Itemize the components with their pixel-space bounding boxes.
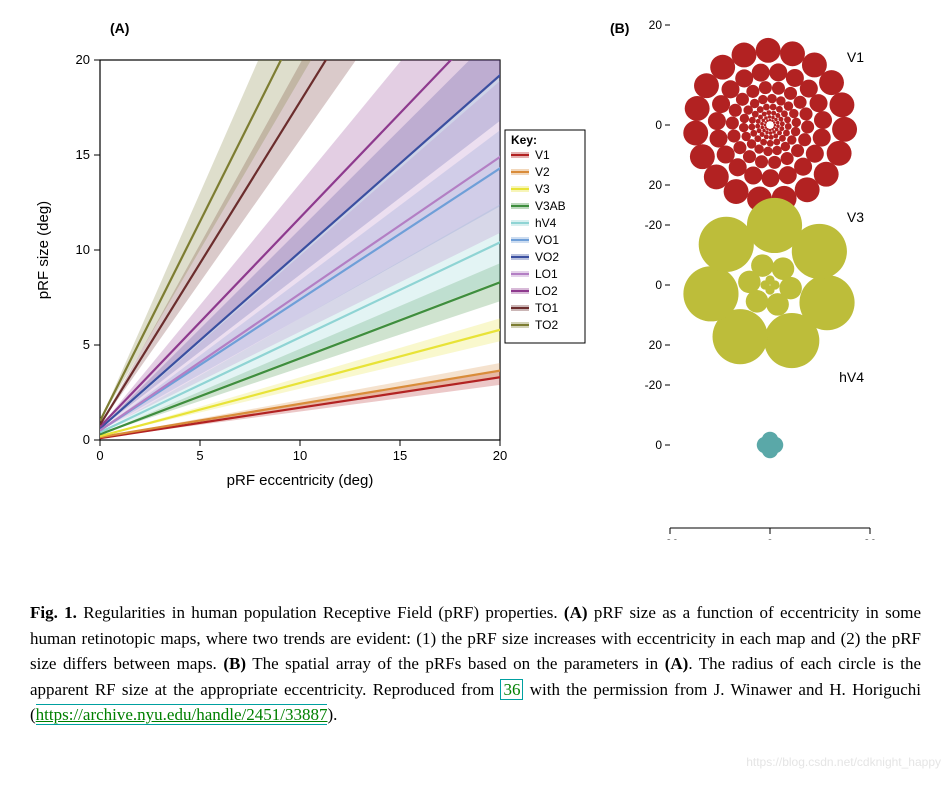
svg-text:0: 0: [655, 118, 662, 132]
svg-text:0: 0: [83, 432, 90, 447]
svg-text:-20: -20: [645, 378, 663, 392]
svg-text:V2: V2: [535, 165, 550, 179]
source-url-link[interactable]: https://archive.nyu.edu/handle/2451/3388…: [36, 704, 328, 725]
svg-text:20: 20: [649, 338, 663, 352]
svg-text:0: 0: [655, 278, 662, 292]
svg-text:20: 20: [863, 537, 877, 540]
prf-size-vs-eccentricity-chart: 0 5 10 15 20 0 5 10 15 20 pRF eccentricity (deg) pR…: [30, 20, 590, 500]
svg-text:15: 15: [393, 448, 407, 463]
panel-b-label: (B): [610, 20, 629, 36]
svg-text:0: 0: [767, 537, 774, 540]
svg-text:hV4: hV4: [839, 369, 864, 385]
prf-spatial-array-panels: -20020V1-20020V3-20020hV4-20020(deg): [600, 20, 920, 540]
svg-text:VO1: VO1: [535, 233, 559, 247]
watermark-text: https://blog.csdn.net/cdknight_happy: [746, 755, 941, 769]
svg-text:20: 20: [649, 178, 663, 192]
svg-text:V1: V1: [535, 148, 550, 162]
svg-text:20: 20: [76, 52, 90, 67]
figure-caption: Fig. 1. Regularities in human population…: [30, 600, 921, 728]
svg-text:LO2: LO2: [535, 284, 558, 298]
svg-text:hV4: hV4: [535, 216, 557, 230]
svg-text:5: 5: [196, 448, 203, 463]
svg-text:V3: V3: [535, 182, 550, 196]
svg-text:TO2: TO2: [535, 318, 558, 332]
svg-text:20: 20: [649, 20, 663, 32]
svg-text:20: 20: [493, 448, 507, 463]
svg-text:LO1: LO1: [535, 267, 558, 281]
svg-text:-20: -20: [645, 538, 663, 540]
svg-text:V3AB: V3AB: [535, 199, 566, 213]
svg-text:V3: V3: [847, 209, 864, 225]
svg-text:VO2: VO2: [535, 250, 559, 264]
svg-text:-20: -20: [645, 218, 663, 232]
figure-number: Fig. 1.: [30, 603, 77, 622]
figure-panels: (A) (B) 0 5 10 15 20 0 5 10 15 20 pRF eccentricity…: [30, 20, 921, 540]
svg-text:0: 0: [96, 448, 103, 463]
svg-text:Key:: Key:: [511, 133, 537, 147]
svg-text:TO1: TO1: [535, 301, 558, 315]
svg-text:10: 10: [76, 242, 90, 257]
panel-a-label: (A): [110, 20, 129, 36]
svg-text:15: 15: [76, 147, 90, 162]
svg-text:pRF eccentricity (deg): pRF eccentricity (deg): [227, 472, 374, 489]
svg-text:0: 0: [655, 438, 662, 452]
svg-text:V1: V1: [847, 49, 864, 65]
svg-text:5: 5: [83, 337, 90, 352]
svg-text:pRF size (deg): pRF size (deg): [35, 201, 52, 299]
svg-text:10: 10: [293, 448, 307, 463]
svg-text:-20: -20: [661, 537, 679, 540]
citation-link[interactable]: 36: [500, 679, 523, 700]
